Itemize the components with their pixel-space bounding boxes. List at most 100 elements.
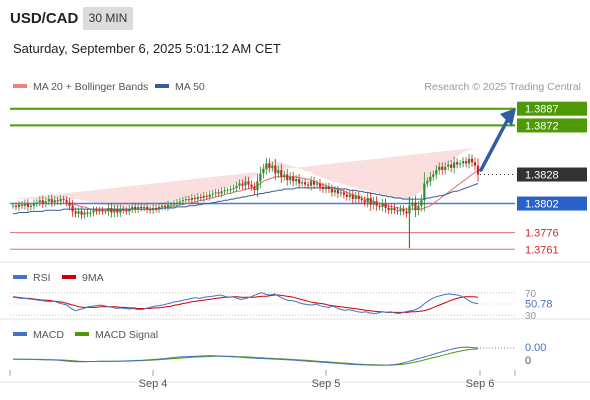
candle-body: [220, 191, 223, 194]
candle-body: [143, 206, 146, 209]
candle-body: [193, 197, 196, 200]
candle-body: [128, 209, 131, 212]
candle-body: [184, 199, 187, 201]
candle-body: [116, 209, 119, 213]
legend-label: MACD Signal: [95, 329, 158, 341]
candle-body: [324, 186, 328, 190]
candle-body: [172, 203, 176, 205]
candle-body: [160, 205, 164, 207]
candle-body: [137, 206, 140, 210]
candle-body: [259, 173, 262, 182]
candle-body: [202, 195, 205, 198]
candle-body: [306, 184, 310, 186]
candle-body: [351, 194, 354, 200]
candle-body: [450, 164, 453, 168]
candle-body: [345, 194, 348, 197]
candle-body: [98, 210, 101, 212]
candle-body: [253, 186, 256, 191]
candle-body: [29, 205, 32, 207]
candle-body: [44, 201, 47, 204]
candle-body: [131, 206, 134, 210]
candle-body: [113, 209, 116, 213]
candle-body: [26, 203, 30, 207]
symbol-title: USD/CAD: [10, 10, 79, 27]
level-label: 1.3828: [525, 170, 559, 182]
candle-body: [277, 170, 280, 174]
candle-body: [429, 176, 432, 182]
legend-swatch: [13, 275, 27, 279]
9ma-line: [12, 294, 479, 313]
timeframe-badge[interactable]: 30 MIN: [83, 7, 133, 30]
candle-body: [357, 195, 360, 200]
candle-body: [65, 200, 68, 203]
level-label: 1.3887: [525, 104, 559, 116]
candle-body: [399, 209, 402, 212]
candle-body: [199, 196, 202, 198]
candle-body: [378, 205, 381, 207]
candle-body: [80, 211, 83, 215]
candle-body: [333, 190, 337, 193]
candle-body: [354, 195, 357, 200]
level-box: [517, 167, 587, 182]
candle-body: [157, 206, 161, 210]
candle-body: [119, 209, 122, 213]
candle-body: [315, 183, 319, 185]
legend-label: MA 50: [175, 81, 205, 93]
forecast-arrowhead: [500, 108, 516, 127]
candle-body: [366, 197, 369, 203]
candle-body: [271, 165, 274, 168]
candle-body: [381, 203, 384, 207]
candle-body: [286, 174, 289, 181]
candle-body: [208, 194, 211, 197]
candle-body: [250, 184, 253, 187]
candle-body: [187, 199, 190, 201]
candle-body: [229, 189, 232, 191]
candle-body: [151, 208, 155, 211]
level-label: 1.3761: [525, 244, 559, 256]
candle-body: [32, 203, 35, 206]
candle-body: [420, 200, 423, 206]
candle-body: [280, 170, 283, 177]
candle-body: [68, 202, 71, 206]
x-axis-label: Sep 6: [466, 378, 495, 390]
candle-body: [348, 194, 351, 197]
candle-body: [456, 162, 459, 165]
legend-swatch: [62, 275, 76, 279]
candle-body: [104, 211, 107, 213]
candle-body: [140, 206, 143, 209]
candle-body: [363, 200, 366, 203]
candle-body: [393, 208, 396, 211]
candle-body: [423, 183, 426, 201]
candle-body: [86, 212, 89, 214]
rsi-tick: 30: [525, 311, 537, 322]
legend-label: RSI: [33, 272, 51, 284]
level-label: 1.3802: [525, 199, 559, 211]
candle-body: [41, 200, 44, 204]
candle-body: [146, 206, 149, 210]
candle-body: [268, 163, 271, 168]
macd-last-value: 0.00: [525, 342, 546, 354]
candle-body: [292, 176, 295, 182]
candle-body: [256, 181, 259, 191]
candle-body: [298, 179, 301, 184]
candle-body: [190, 197, 193, 201]
candle-body: [432, 174, 435, 177]
candle-body: [265, 163, 268, 169]
rsi-last-value: 50.78: [525, 299, 553, 311]
candle-body: [426, 181, 429, 184]
candle-body: [211, 193, 214, 195]
datetime-label: Saturday, September 6, 2025 5:01:12 AM C…: [13, 41, 281, 56]
candle-body: [154, 208, 158, 210]
candle-body: [107, 208, 110, 212]
candle-body: [53, 200, 56, 203]
candle-body: [470, 158, 474, 163]
level-box: [517, 118, 587, 133]
candle-body: [301, 182, 304, 184]
candle-body: [62, 199, 65, 201]
candle-body: [289, 176, 292, 181]
bollinger-band: [13, 147, 475, 207]
candle-body: [56, 200, 59, 202]
candle-body: [402, 209, 405, 212]
candle-body: [336, 190, 340, 194]
